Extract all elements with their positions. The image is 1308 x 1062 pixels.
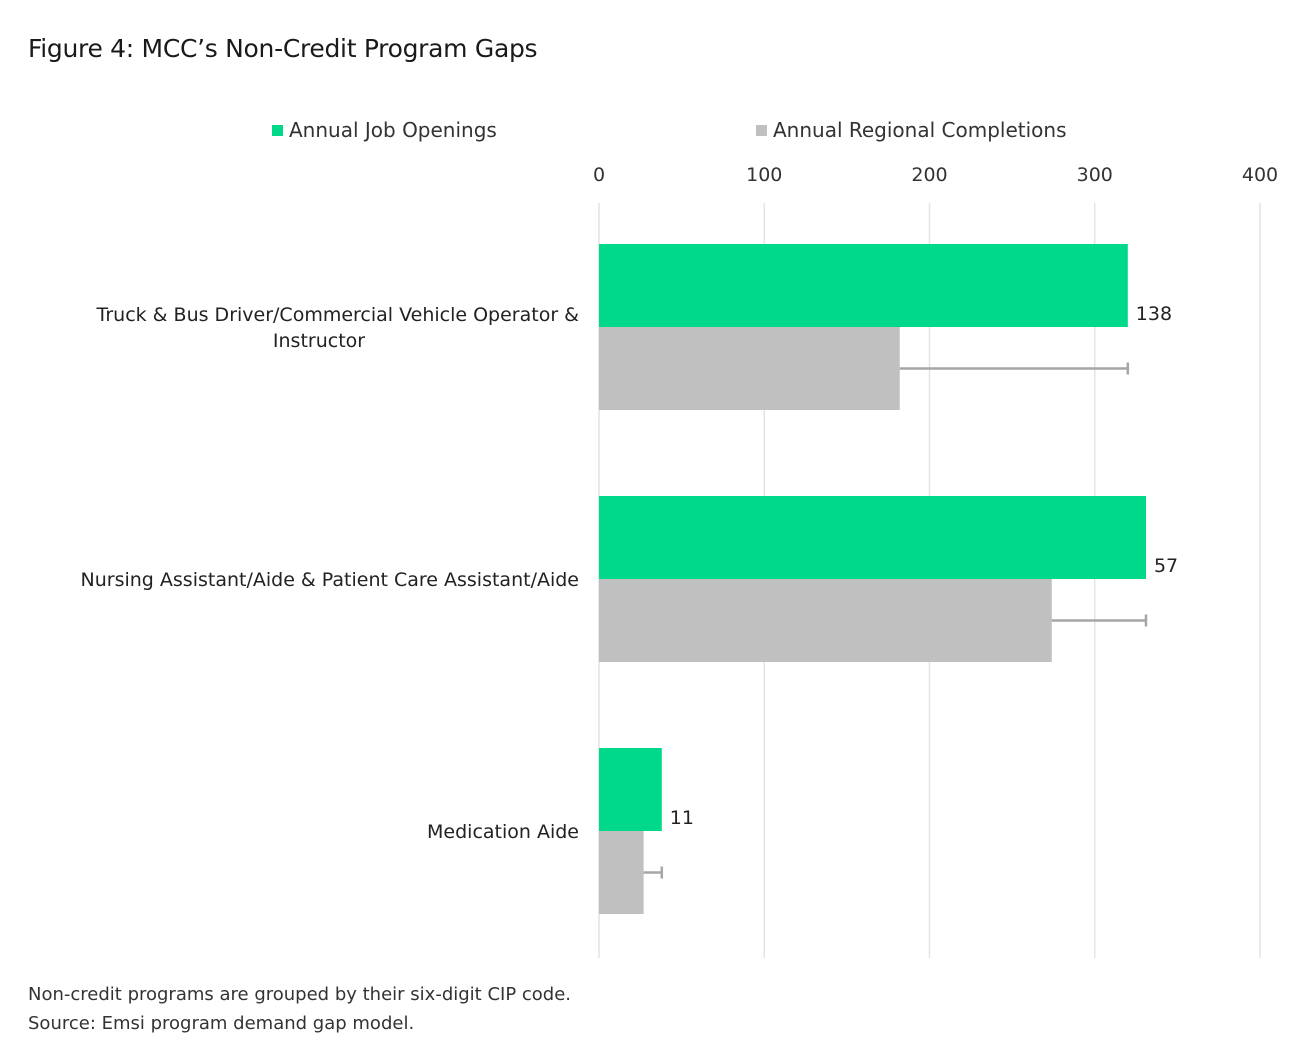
chart-title: Figure 4: MCC’s Non-Credit Program Gaps <box>28 34 538 63</box>
legend-swatch-completions <box>756 124 767 136</box>
gap-data-label: 57 <box>1154 555 1178 577</box>
x-tick-label: 0 <box>593 164 605 186</box>
bar-openings <box>599 496 1146 579</box>
x-tick-label: 300 <box>1077 164 1113 186</box>
bar-completions <box>599 579 1052 662</box>
bar-openings <box>599 748 662 831</box>
legend-item-completions: Annual Regional Completions <box>756 118 1067 142</box>
footnote-grouping: Non-credit programs are grouped by their… <box>28 984 572 1005</box>
legend-label-completions: Annual Regional Completions <box>773 118 1067 142</box>
category-label: Truck & Bus Driver/Commercial Vehicle Op… <box>96 304 580 326</box>
legend-swatch-openings <box>272 124 283 136</box>
x-tick-label: 100 <box>746 164 782 186</box>
x-tick-label: 200 <box>911 164 947 186</box>
bar-openings <box>599 244 1128 327</box>
footnote-source: Source: Emsi program demand gap model. <box>28 1013 415 1034</box>
gap-data-label: 138 <box>1136 303 1172 325</box>
category-label: Nursing Assistant/Aide & Patient Care As… <box>81 569 579 591</box>
category-label: Instructor <box>273 330 365 352</box>
x-tick-label: 400 <box>1242 164 1278 186</box>
legend-item-openings: Annual Job Openings <box>272 118 497 142</box>
gap-data-label: 11 <box>670 807 694 829</box>
bar-completions <box>599 831 644 914</box>
bar-completions <box>599 327 900 410</box>
legend-label-openings: Annual Job Openings <box>289 118 497 142</box>
category-label: Medication Aide <box>427 821 579 843</box>
